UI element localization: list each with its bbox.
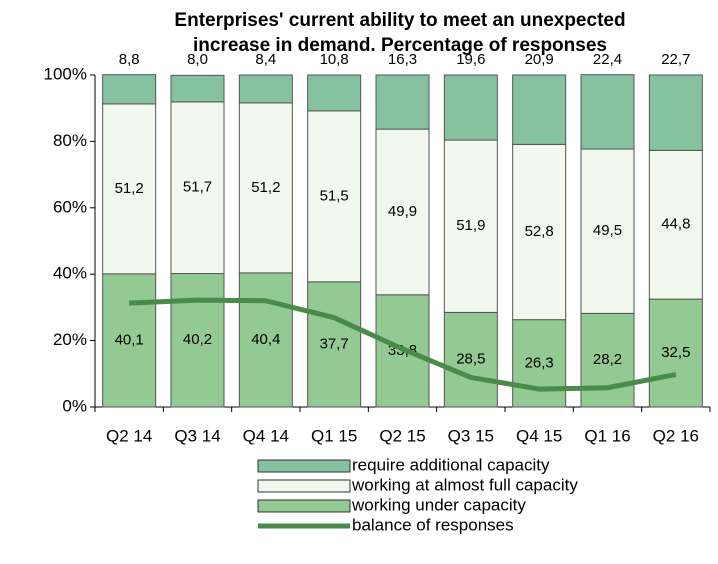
y-tick-label: 60% bbox=[53, 197, 87, 216]
legend-label: require additional capacity bbox=[352, 455, 550, 474]
bar-segment bbox=[512, 319, 567, 408]
bar-segment bbox=[238, 74, 293, 104]
value-label: 20,9 bbox=[525, 51, 554, 68]
value-label: 51,2 bbox=[115, 180, 144, 197]
value-label: 28,2 bbox=[593, 351, 622, 368]
bar-segment bbox=[170, 74, 225, 103]
y-tick-label: 40% bbox=[53, 264, 87, 283]
legend-label: working at almost full capacity bbox=[351, 475, 578, 494]
legend-label: working under capacity bbox=[351, 495, 526, 514]
bar-segment bbox=[375, 128, 430, 296]
x-tick-label: Q4 14 bbox=[243, 426, 289, 445]
value-label: 44,8 bbox=[661, 216, 690, 233]
bar-segment bbox=[307, 110, 362, 283]
bar-segment bbox=[102, 273, 157, 408]
legend-label: balance of responses bbox=[352, 515, 514, 534]
value-label: 49,5 bbox=[593, 222, 622, 239]
x-tick-label: Q4 15 bbox=[516, 426, 562, 445]
x-tick-label: Q1 16 bbox=[584, 426, 630, 445]
value-label: 49,9 bbox=[388, 203, 417, 220]
value-label: 16,3 bbox=[388, 51, 417, 68]
legend-swatch bbox=[257, 479, 351, 493]
y-tick-label: 0% bbox=[62, 396, 87, 415]
bar-segment bbox=[375, 74, 430, 130]
bar-segment bbox=[648, 298, 703, 408]
legend-swatch bbox=[257, 459, 351, 473]
value-label: 40,2 bbox=[183, 331, 212, 348]
value-label: 8,4 bbox=[255, 51, 276, 68]
chart-title: Enterprises' current ability to meet an … bbox=[174, 10, 625, 31]
value-label: 19,6 bbox=[456, 51, 485, 68]
bar-segment bbox=[580, 312, 635, 408]
x-tick-label: Q2 15 bbox=[379, 426, 425, 445]
bar-segment bbox=[648, 74, 703, 151]
legend-swatch bbox=[257, 499, 351, 513]
bar-segment bbox=[580, 148, 635, 314]
bar-segment bbox=[648, 149, 703, 300]
bar-segment bbox=[307, 74, 362, 112]
value-label: 26,3 bbox=[525, 354, 554, 371]
x-tick-label: Q3 14 bbox=[174, 426, 220, 445]
line bbox=[129, 297, 677, 392]
x-tick-label: Q1 15 bbox=[311, 426, 357, 445]
chart-title: increase in demand. Percentage of respon… bbox=[193, 35, 607, 56]
y-tick-label: 80% bbox=[53, 131, 87, 150]
bar-segment bbox=[238, 272, 293, 408]
bar-segment bbox=[512, 74, 567, 145]
value-label: 51,2 bbox=[251, 179, 280, 196]
bar-segment bbox=[102, 74, 157, 105]
value-label: 40,4 bbox=[251, 331, 280, 348]
value-label: 40,1 bbox=[115, 331, 144, 348]
value-label: 51,9 bbox=[456, 217, 485, 234]
bar-segment bbox=[443, 139, 498, 313]
value-label: 32,5 bbox=[661, 344, 690, 361]
bar-segment bbox=[238, 102, 293, 274]
value-label: 8,8 bbox=[119, 51, 140, 68]
value-label: 37,7 bbox=[320, 335, 349, 352]
value-label: 51,5 bbox=[320, 187, 349, 204]
value-label: 28,5 bbox=[456, 351, 485, 368]
bar-segment bbox=[170, 273, 225, 408]
bar-segment bbox=[443, 74, 498, 141]
bar-segment bbox=[170, 101, 225, 275]
x-tick-label: Q2 16 bbox=[653, 426, 699, 445]
bar-segment bbox=[512, 143, 567, 321]
value-label: 22,7 bbox=[661, 51, 690, 68]
bar-segment bbox=[580, 74, 635, 150]
y-tick-label: 20% bbox=[53, 330, 87, 349]
value-label: 52,8 bbox=[525, 223, 554, 240]
value-label: 51,7 bbox=[183, 179, 212, 196]
y-tick-label: 100% bbox=[44, 64, 87, 83]
x-tick-label: Q2 14 bbox=[106, 426, 152, 445]
value-label: 10,8 bbox=[320, 51, 349, 68]
value-label: 22,4 bbox=[593, 51, 622, 68]
value-label: 8,0 bbox=[187, 51, 208, 68]
x-tick-label: Q3 15 bbox=[448, 426, 494, 445]
